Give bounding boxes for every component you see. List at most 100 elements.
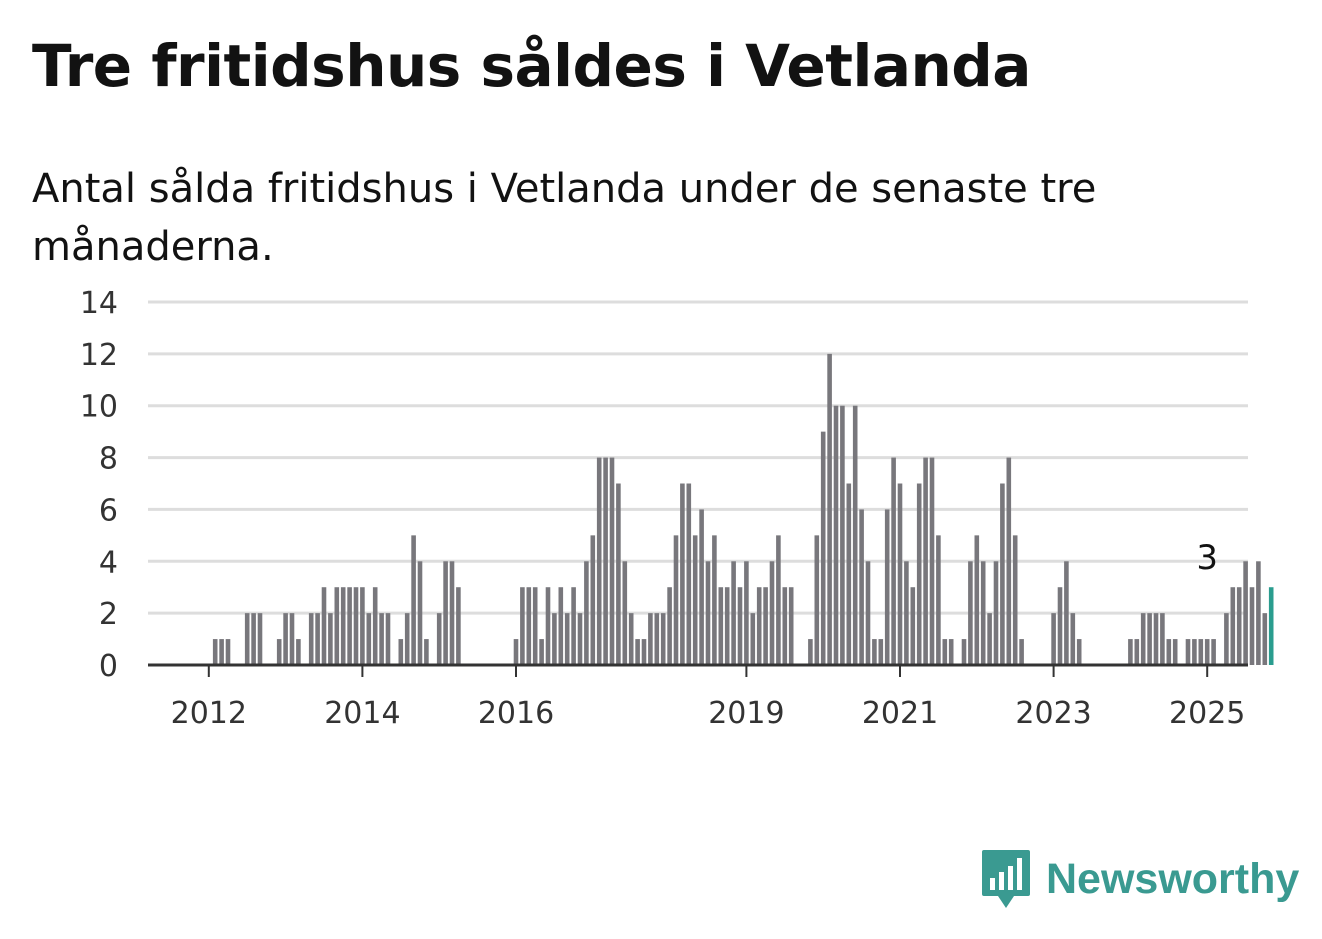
bar [744, 561, 749, 665]
bar [814, 535, 820, 665]
bar [788, 587, 794, 665]
bar [968, 561, 973, 665]
bar [827, 353, 832, 665]
bar [1076, 639, 1082, 665]
bar [360, 587, 365, 665]
bar [974, 535, 980, 665]
x-axis: 2012 2014 2016 2019 2021 2023 2025 [148, 663, 1248, 731]
y-tick-label: 12 [80, 338, 118, 373]
bar [846, 483, 852, 665]
bar [1140, 613, 1146, 665]
bar [859, 509, 864, 665]
bar [776, 535, 781, 665]
bar [1249, 587, 1255, 665]
bar [1000, 483, 1005, 665]
bar [404, 613, 410, 665]
bar [884, 509, 890, 665]
bar [334, 587, 340, 665]
bar [712, 535, 717, 665]
bar [750, 613, 756, 665]
bar [571, 587, 576, 665]
bar [1185, 639, 1191, 665]
x-tick-label: 2021 [862, 696, 938, 731]
bar [622, 561, 628, 665]
bar-chart: 0 2 4 6 8 10 12 14 2012 2014 2016 2019 2021 2023 2025… [80, 286, 1274, 731]
bar [385, 613, 391, 665]
bar [942, 639, 948, 665]
bar [648, 613, 653, 665]
bar [219, 639, 224, 665]
chart-title: Tre fritidshus såldes i Vetlanda [32, 32, 1031, 100]
bar [872, 639, 877, 665]
bar [1230, 587, 1236, 665]
bar [552, 613, 557, 665]
bar [398, 639, 404, 665]
bar [276, 639, 282, 665]
bar [718, 587, 724, 665]
y-tick-label: 0 [99, 649, 118, 684]
bar [1256, 561, 1261, 665]
bar [1057, 587, 1063, 665]
bar [584, 561, 589, 665]
bar [1147, 613, 1152, 665]
bar [1064, 561, 1069, 665]
bar [315, 613, 320, 665]
bar [1070, 613, 1076, 665]
bar [1134, 639, 1140, 665]
bar [916, 483, 922, 665]
bar [680, 483, 685, 665]
bar [1192, 639, 1197, 665]
bar [923, 457, 928, 665]
bar [1204, 639, 1210, 665]
y-axis-labels: 0 2 4 6 8 10 12 14 [80, 286, 118, 684]
bar [769, 561, 775, 665]
bar [590, 535, 596, 665]
bar [513, 639, 519, 665]
bar [526, 587, 532, 665]
bar [289, 613, 295, 665]
bar [1198, 639, 1204, 665]
y-tick-label: 4 [99, 545, 118, 580]
bar [1243, 561, 1248, 665]
bar [225, 639, 231, 665]
bar [558, 587, 564, 665]
latest-value-label: 3 [1196, 538, 1218, 578]
bar [366, 613, 372, 665]
gridlines [148, 300, 1248, 615]
x-tick-label: 2014 [324, 696, 400, 731]
bar [436, 613, 442, 665]
y-tick-label: 10 [80, 390, 118, 425]
bar [353, 587, 359, 665]
bar [833, 405, 839, 665]
bar [1051, 613, 1056, 665]
bar [948, 639, 954, 665]
bar [340, 587, 346, 665]
bar [577, 613, 583, 665]
bar [1211, 639, 1216, 665]
x-tick-label: 2023 [1015, 696, 1091, 731]
bar [904, 561, 909, 665]
bar [347, 587, 352, 665]
bar [532, 587, 538, 665]
bar [372, 587, 378, 665]
bar [852, 405, 858, 665]
bar [654, 613, 660, 665]
bar [1224, 613, 1229, 665]
bar-chart-logo-icon [982, 850, 1030, 908]
bar [724, 587, 730, 665]
bar [756, 587, 762, 665]
bar [1166, 639, 1172, 665]
bar [737, 587, 743, 665]
bar [1153, 613, 1159, 665]
bar [443, 561, 448, 665]
bar [763, 587, 768, 665]
bar [686, 483, 692, 665]
bar [308, 613, 314, 665]
bar [328, 613, 333, 665]
y-tick-label: 2 [99, 597, 118, 632]
bar [616, 483, 621, 665]
bar [1019, 639, 1024, 665]
bar [1128, 639, 1133, 665]
bar-series [212, 353, 1274, 665]
bar [660, 613, 666, 665]
